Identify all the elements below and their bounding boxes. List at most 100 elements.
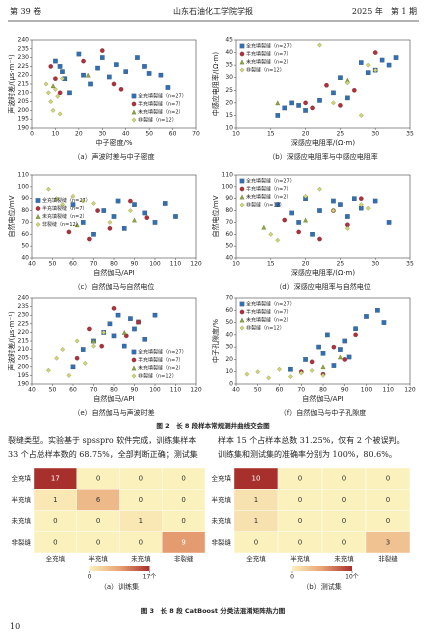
y-tick-label: 220 <box>18 329 30 336</box>
point <box>81 72 86 78</box>
point <box>80 220 86 225</box>
x-tick-label: 70 <box>90 387 98 394</box>
point <box>353 332 358 338</box>
point <box>121 343 127 349</box>
point <box>115 198 121 204</box>
point <box>111 81 117 87</box>
cell-label: 1 <box>139 517 143 525</box>
point <box>43 81 49 87</box>
cell-label: 6 <box>96 496 101 504</box>
point <box>331 90 336 96</box>
cell-label: 0 <box>181 475 185 483</box>
point <box>303 217 308 223</box>
point <box>358 60 364 65</box>
y-tick-label: 40 <box>225 331 233 338</box>
point <box>101 330 107 335</box>
x-tick-label: 80 <box>319 387 327 394</box>
legend-label: 半充填裂缝（n=7） <box>138 101 184 108</box>
point <box>275 237 281 243</box>
point <box>165 85 171 90</box>
y-tick-label: 40 <box>225 255 233 262</box>
point <box>118 86 124 92</box>
x-tick-label: 10 <box>232 261 240 268</box>
x-tick-label: 50 <box>254 387 262 394</box>
point <box>99 48 105 53</box>
cell-label: 0 <box>342 538 346 546</box>
x-tick-label: 25 <box>337 131 345 138</box>
legend-label: 全充填裂缝（n=27） <box>246 178 295 185</box>
y-tick-label: 240 <box>18 295 30 302</box>
legend-marker <box>35 222 41 227</box>
point <box>111 306 117 311</box>
legend-marker <box>239 43 245 49</box>
point <box>358 113 364 118</box>
cell-label: 0 <box>298 538 302 546</box>
legend-marker <box>239 202 245 208</box>
point <box>275 202 281 207</box>
point <box>54 196 59 202</box>
point <box>132 202 137 207</box>
legend-label: 全充填裂缝（n=27） <box>138 93 187 100</box>
point <box>244 371 250 377</box>
cell-label: 3 <box>386 538 390 546</box>
x-tick-label: 110 <box>170 261 182 268</box>
y-axis-label: 声波时差/(μs·m⁻¹) <box>7 54 16 114</box>
cell-label: 1 <box>53 496 57 504</box>
y-tick-label: 60 <box>21 231 29 238</box>
legend-label: 半充填裂缝（n=7） <box>246 51 292 58</box>
point <box>158 72 164 78</box>
cell-label: 0 <box>139 496 143 504</box>
legend-label: 非裂缝（n=12） <box>246 67 285 74</box>
x-tick-label: 60 <box>69 387 77 394</box>
y-tick-label: 230 <box>18 54 30 61</box>
legend-label: 全充填裂缝（n=27） <box>138 349 187 356</box>
point <box>266 375 271 381</box>
x-tick-label: 25 <box>337 261 345 268</box>
legend-marker <box>239 317 245 323</box>
legend-marker <box>131 117 137 123</box>
legend-label: 半充填裂缝（n=7） <box>246 309 292 316</box>
y-tick-label: 10 <box>225 125 233 132</box>
point <box>317 208 322 213</box>
point <box>331 344 337 350</box>
y-tick-label: 50 <box>225 243 233 250</box>
heatmap-cell <box>365 531 411 554</box>
legend-marker <box>239 186 245 192</box>
legend-label: 全充填裂缝（n=27） <box>42 197 91 204</box>
y-tick-label: 80 <box>21 207 29 214</box>
point <box>338 75 343 81</box>
cell-label: 0 <box>342 517 346 525</box>
point <box>121 226 127 231</box>
y-axis-label: 自然电位/mV <box>7 195 16 237</box>
point <box>91 201 96 206</box>
point <box>345 214 350 219</box>
point <box>310 231 315 237</box>
cell-label: 0 <box>386 517 390 525</box>
x-axis-label: 中子密度/% <box>95 138 132 147</box>
legend-label: 未充填裂缝（n=2） <box>246 317 292 324</box>
point <box>121 329 127 335</box>
y-tick-label: 20 <box>225 356 233 363</box>
point <box>85 72 91 78</box>
x-tick-label: 35 <box>406 131 414 138</box>
y-tick-label: 15 <box>225 112 233 119</box>
point <box>74 222 80 228</box>
point <box>60 347 66 352</box>
point <box>317 98 322 103</box>
point <box>303 100 308 106</box>
point <box>53 58 58 64</box>
x-tick-label: 70 <box>192 131 200 138</box>
x-tick-label: 0 <box>30 131 34 138</box>
x-tick-label: 120 <box>190 261 202 268</box>
legend-label: 全充填裂缝（n=27） <box>246 43 295 50</box>
point <box>146 71 152 76</box>
point <box>338 202 343 207</box>
point <box>91 338 96 344</box>
heatmap-cell <box>162 531 206 554</box>
point <box>345 80 350 86</box>
legend-marker <box>131 357 137 363</box>
point <box>316 344 321 350</box>
y-tick-label: 20 <box>225 99 233 106</box>
point <box>331 363 337 368</box>
x-tick-label: 70 <box>90 261 98 268</box>
